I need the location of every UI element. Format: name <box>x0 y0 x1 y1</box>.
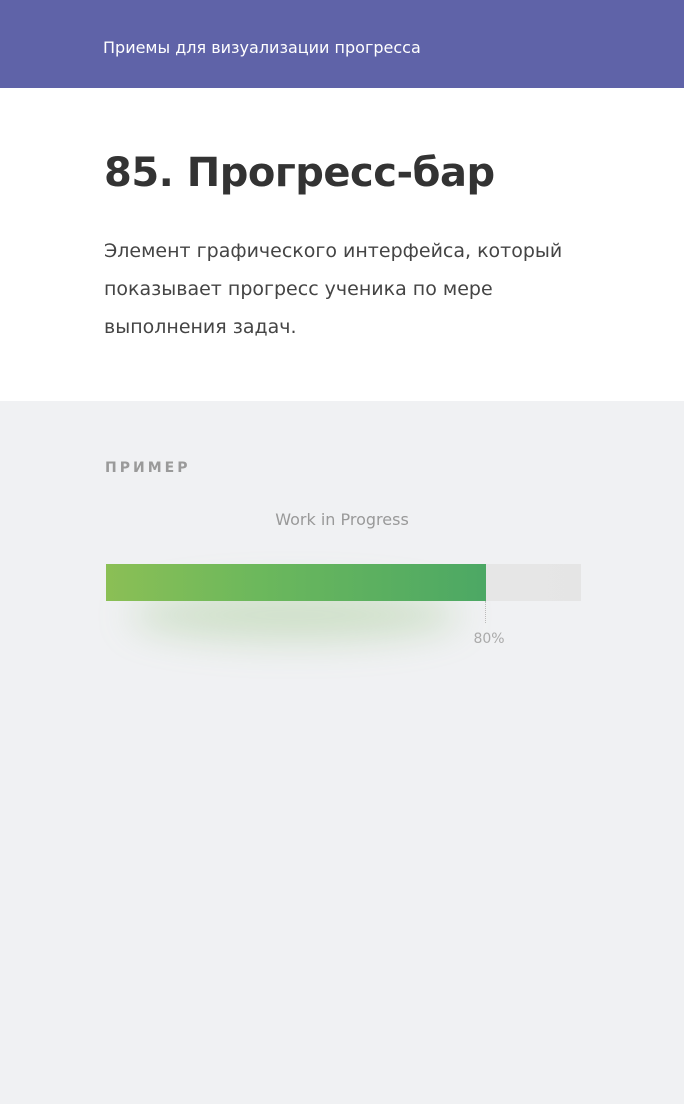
example-label: ПРИМЕР <box>105 460 191 476</box>
description: Элемент графического интерфейса, который… <box>104 240 563 338</box>
progress-fill <box>106 564 486 601</box>
progress-percent-label: 80% <box>473 631 505 647</box>
header-title: Приемы для визуализации прогресса <box>103 38 421 57</box>
intro-section: 85. Прогресс-бар Элемент графического ин… <box>0 88 684 401</box>
header-bar: Приемы для визуализации прогресса <box>0 0 684 88</box>
progress-marker <box>485 601 486 623</box>
progress-title: Work in Progress <box>275 510 409 529</box>
progress-track <box>106 564 581 601</box>
page-title: 85. Прогресс-бар <box>104 150 495 196</box>
